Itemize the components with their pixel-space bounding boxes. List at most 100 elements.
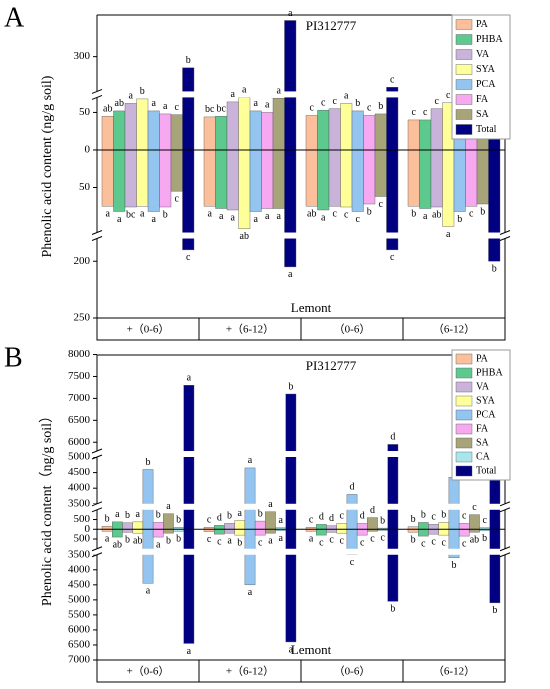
bar-lemont <box>363 149 376 205</box>
bar-lemont <box>284 149 297 268</box>
sig-letter: b <box>105 514 110 525</box>
legend-label: SYA <box>476 395 496 406</box>
y-tick-label: 6500 <box>68 414 91 426</box>
sig-letter: d <box>360 511 365 522</box>
y-axis-label: Phenolic acid content (ng/g soil) <box>40 75 55 257</box>
bar <box>387 444 399 530</box>
sig-letter: bc <box>217 103 227 114</box>
sig-letter: ab <box>307 209 316 220</box>
sig-letter: b <box>441 510 446 521</box>
bar-lemont <box>113 149 126 212</box>
sig-letter: d <box>350 482 355 493</box>
bar-lemont <box>453 149 466 212</box>
sig-letter: b <box>492 264 497 275</box>
sig-letter: b <box>176 534 181 545</box>
axis-break <box>91 451 511 458</box>
sig-letter: c <box>333 96 338 107</box>
bar-lemont <box>458 529 470 537</box>
legend-label: SYA <box>476 64 496 75</box>
sig-letter: a <box>117 214 122 225</box>
legend-swatch <box>455 19 473 30</box>
y-tick-label: 200 <box>74 255 91 267</box>
sig-letter: a <box>278 515 283 526</box>
bar-lemont <box>183 529 195 644</box>
legend-swatch <box>455 49 473 60</box>
sig-letter: c <box>207 515 212 526</box>
bar <box>430 108 443 151</box>
bar-lemont <box>387 529 399 602</box>
bar <box>238 97 251 151</box>
axis-break <box>91 503 511 510</box>
sig-letter: c <box>431 512 436 523</box>
legend-label: FA <box>476 423 489 434</box>
sig-letter: c <box>435 96 440 107</box>
sig-letter: c <box>360 537 365 548</box>
sig-letter: c <box>258 537 263 548</box>
sig-letter: b <box>166 535 171 546</box>
legend-label: PHBA <box>476 34 503 45</box>
panel-label: B <box>4 342 23 373</box>
sig-letter: ab <box>103 103 112 114</box>
bar <box>363 115 376 151</box>
y-tick-label: 6500 <box>68 638 91 650</box>
sig-letter: ab <box>113 539 122 550</box>
bar-lemont <box>234 529 246 536</box>
sig-letter: c <box>340 511 345 522</box>
bar <box>407 119 420 151</box>
sig-letter: a <box>152 98 157 109</box>
bar-lemont <box>438 529 450 536</box>
sig-letter: a <box>268 535 273 546</box>
sig-letter: c <box>390 75 395 86</box>
sig-letter: bc <box>205 104 215 115</box>
sig-letter: c <box>333 209 338 220</box>
sig-letter: b <box>380 515 385 526</box>
bar-lemont <box>374 149 387 197</box>
chart-title: PI312777 <box>306 358 357 373</box>
sig-letter: b <box>457 214 462 225</box>
sig-letter: b <box>482 533 487 544</box>
sig-letter: c <box>446 90 451 101</box>
bar <box>226 101 239 151</box>
sig-letter: c <box>186 252 191 263</box>
sig-letter: a <box>242 85 247 96</box>
sig-letter: b <box>125 534 130 545</box>
bar-lemont <box>317 149 330 211</box>
bar-lemont <box>305 149 318 207</box>
legend-label: PA <box>476 19 489 30</box>
sig-letter: a <box>163 101 168 112</box>
sig-letter: b <box>411 514 416 525</box>
sig-letter: c <box>356 214 361 225</box>
sig-letter: b <box>146 457 151 468</box>
bar-lemont <box>112 529 123 538</box>
bar <box>163 513 174 530</box>
sig-letter: d <box>329 513 334 524</box>
sig-letter: c <box>319 537 324 548</box>
sig-letter: a <box>166 501 171 512</box>
bar <box>182 67 195 151</box>
bar <box>367 517 378 530</box>
sig-letter: c <box>423 107 428 118</box>
y-tick-label: 7000 <box>68 392 91 404</box>
y-tick-label: 4000 <box>68 482 91 494</box>
bar <box>418 522 429 530</box>
bar <box>224 523 235 530</box>
sig-letter: c <box>367 103 372 114</box>
y-tick-label: 0 <box>85 143 91 155</box>
sig-letter: c <box>421 538 426 549</box>
legend-swatch <box>455 94 473 105</box>
panel-label: A <box>4 2 25 33</box>
sig-letter: b <box>421 510 426 521</box>
sig-letter: ab <box>133 535 142 546</box>
sig-letter: c <box>482 515 487 526</box>
y-tick-label: 500 <box>74 513 91 525</box>
sig-letter: c <box>329 534 334 545</box>
sig-letter: a <box>254 214 259 225</box>
bar-lemont <box>163 529 174 534</box>
legend-swatch <box>455 124 473 135</box>
y-tick-label: 6000 <box>68 623 91 635</box>
sig-letter: c <box>380 533 385 544</box>
sig-letter: a <box>278 533 283 544</box>
sig-letter: d <box>217 513 222 524</box>
bar-lemont <box>124 149 137 208</box>
sig-letter: a <box>136 509 141 520</box>
